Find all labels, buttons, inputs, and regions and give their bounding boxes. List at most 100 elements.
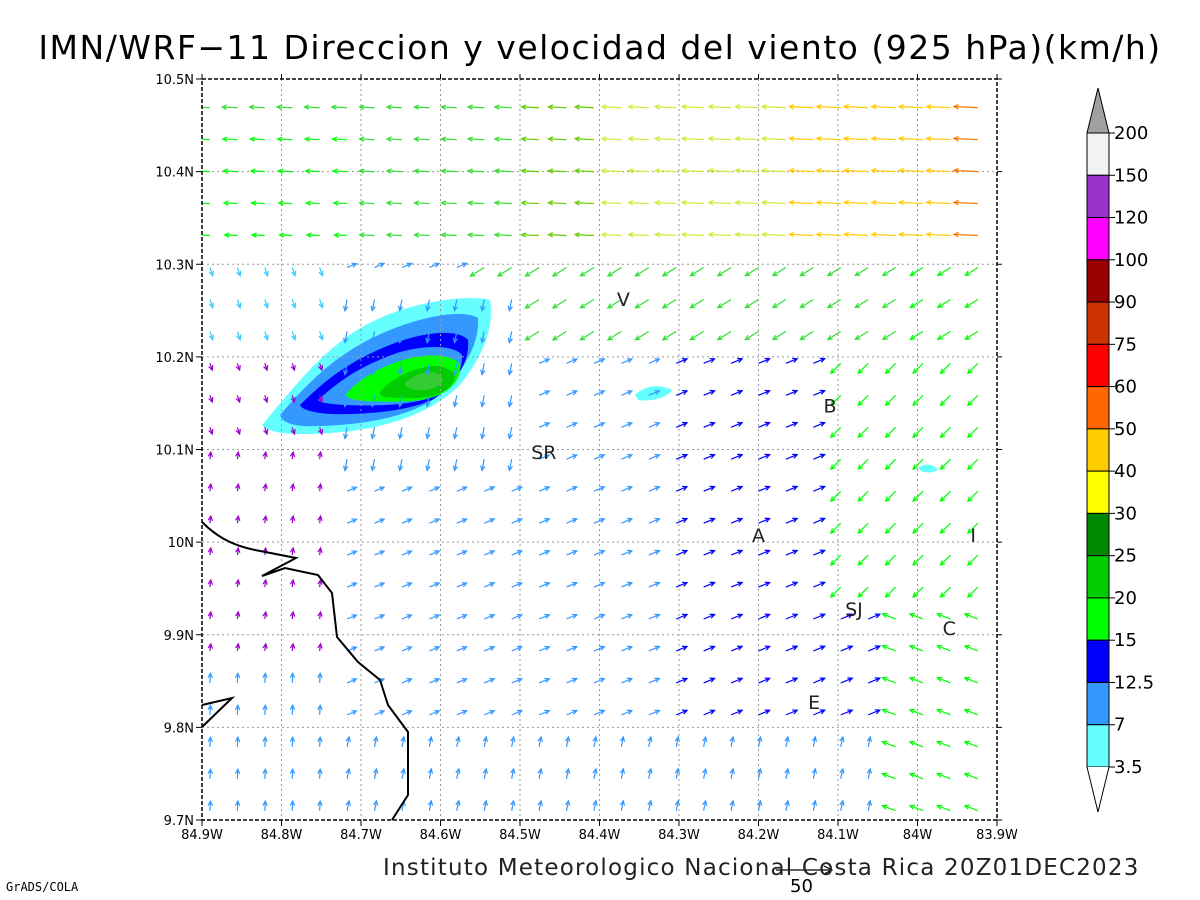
wind-arrow xyxy=(963,676,979,684)
wind-arrow xyxy=(674,735,681,747)
wind-arrow xyxy=(208,299,214,310)
wind-arrow xyxy=(680,136,704,142)
wind-arrow xyxy=(235,642,241,652)
wind-arrow xyxy=(730,709,744,716)
wind-arrow xyxy=(317,546,323,556)
wind-arrow xyxy=(429,646,441,652)
wind-arrow xyxy=(648,358,661,364)
legend-label: 120 xyxy=(1114,208,1148,229)
wind-arrow xyxy=(964,266,979,277)
wind-arrow xyxy=(207,642,214,652)
wind-arrow xyxy=(897,167,924,174)
wind-arrow xyxy=(675,709,689,716)
wind-arrow xyxy=(730,549,744,556)
wind-arrow xyxy=(647,735,653,747)
legend-label: 90 xyxy=(1114,292,1137,313)
wind-arrow xyxy=(483,518,496,524)
wind-arrow xyxy=(425,427,431,440)
wind-arrow xyxy=(262,671,268,683)
wind-arrow xyxy=(963,708,979,716)
wind-arrow xyxy=(235,610,241,620)
wind-arrow xyxy=(510,799,516,811)
wind-arrow xyxy=(425,299,431,312)
wind-arrow xyxy=(829,458,842,471)
wind-arrow xyxy=(674,767,681,779)
wind-arrow xyxy=(507,299,513,312)
wind-arrow xyxy=(566,549,579,556)
wind-arrow xyxy=(729,767,735,779)
wind-arrow xyxy=(331,168,348,174)
wind-arrow xyxy=(592,767,598,779)
wind-arrow xyxy=(619,799,626,811)
wind-arrow xyxy=(317,395,324,404)
wind-arrow xyxy=(480,331,486,344)
wind-arrow xyxy=(675,389,689,396)
wind-arrow xyxy=(647,767,653,779)
wind-arrow xyxy=(653,104,677,110)
wind-arrow xyxy=(358,168,375,174)
wind-arrow xyxy=(707,104,732,110)
y-tick-label: 10N xyxy=(168,536,194,551)
place-labels: V SR B A I SJ C E xyxy=(531,289,976,714)
wind-arrow xyxy=(785,677,799,684)
wind-arrow xyxy=(593,422,606,428)
wind-arrow xyxy=(621,358,634,364)
wind-arrow xyxy=(207,450,214,460)
wind-arrow xyxy=(730,485,744,492)
wind-arrow xyxy=(936,708,951,716)
wind-arrow xyxy=(520,232,540,238)
wind-arrow xyxy=(291,299,297,310)
wind-arrow xyxy=(758,709,771,716)
wind-arrow xyxy=(346,550,358,556)
wind-arrow xyxy=(716,298,732,309)
wind-arrow xyxy=(317,578,323,588)
wind-arrow xyxy=(236,299,242,310)
wind-arrow xyxy=(440,200,457,206)
legend-label: 12.5 xyxy=(1114,672,1154,693)
wind-arrow xyxy=(413,104,430,110)
wind-arrow xyxy=(661,266,677,277)
wind-arrow xyxy=(758,613,771,620)
wind-arrow xyxy=(343,427,349,440)
wind-arrow xyxy=(401,262,413,269)
wind-arrow xyxy=(703,645,716,652)
wind-arrow xyxy=(811,767,818,779)
wind-arrow xyxy=(262,610,268,620)
wind-arrow xyxy=(758,549,771,556)
wind-arrow xyxy=(912,490,924,503)
wind-arrow xyxy=(397,331,404,344)
wind-arrow xyxy=(401,550,413,556)
x-tick-label: 84.6W xyxy=(420,828,462,843)
wind-arrow xyxy=(207,546,214,556)
wind-arrow xyxy=(897,199,924,206)
wind-arrow xyxy=(771,330,787,341)
wind-arrow xyxy=(966,394,979,407)
place-label-b: B xyxy=(824,395,837,417)
wind-arrow xyxy=(675,645,689,652)
wind-arrow xyxy=(703,517,716,524)
wind-arrow xyxy=(345,735,351,747)
wind-arrow xyxy=(592,799,598,811)
wind-arrow xyxy=(511,709,524,716)
wind-arrow xyxy=(573,200,594,206)
wind-arrow xyxy=(963,644,979,652)
legend-label: 25 xyxy=(1114,546,1137,567)
place-label-c: C xyxy=(943,618,956,640)
wind-arrow xyxy=(881,772,896,780)
wind-arrow xyxy=(263,331,269,341)
wind-arrow xyxy=(452,427,459,440)
wind-arrow xyxy=(456,582,468,588)
wind-arrow xyxy=(675,358,689,364)
legend-label: 40 xyxy=(1114,461,1137,482)
wind-arrow xyxy=(758,357,771,364)
wind-arrow xyxy=(480,363,486,376)
wind-arrow xyxy=(456,677,468,684)
wind-arrow xyxy=(966,490,979,503)
wind-arrow xyxy=(262,703,268,715)
wind-arrow xyxy=(689,298,704,309)
wind-arrow xyxy=(966,554,979,567)
wind-arrow xyxy=(689,266,704,277)
wind-arrow xyxy=(648,677,661,684)
wind-arrow xyxy=(908,612,924,620)
wind-arrow xyxy=(263,363,269,372)
